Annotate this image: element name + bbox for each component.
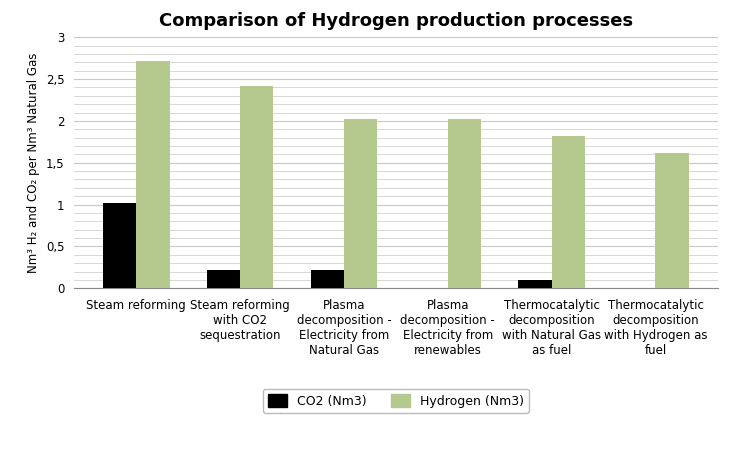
Y-axis label: Nm³ H₂ and CO₂ per Nm³ Natural Gas: Nm³ H₂ and CO₂ per Nm³ Natural Gas: [27, 53, 40, 273]
Bar: [103, 203, 136, 288]
Bar: [519, 280, 551, 288]
Bar: [551, 136, 585, 288]
Bar: [344, 119, 377, 288]
Bar: [136, 60, 169, 288]
Bar: [448, 119, 481, 288]
Title: Comparison of Hydrogen production processes: Comparison of Hydrogen production proces…: [159, 12, 633, 30]
Legend: CO2 (Nm3), Hydrogen (Nm3): CO2 (Nm3), Hydrogen (Nm3): [263, 389, 529, 412]
Bar: [311, 270, 344, 288]
Bar: [207, 270, 240, 288]
Bar: [240, 86, 273, 288]
Bar: [656, 153, 689, 288]
